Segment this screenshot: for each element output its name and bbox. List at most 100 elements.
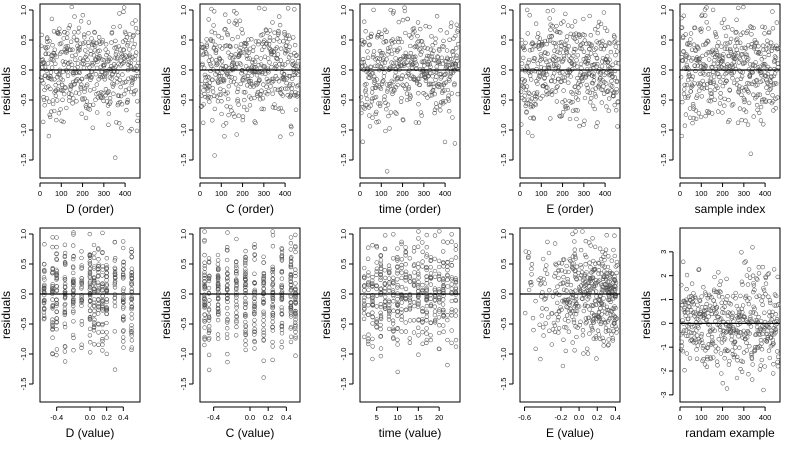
data-point: [100, 230, 105, 236]
data-point: [262, 44, 267, 49]
data-point: [575, 97, 581, 102]
data-point: [202, 317, 207, 322]
data-point: [395, 49, 400, 54]
data-point: [528, 73, 533, 78]
data-point: [382, 281, 387, 286]
data-point: [92, 251, 97, 256]
data-point: [758, 51, 763, 56]
data-point: [570, 67, 575, 72]
data-point: [695, 93, 700, 98]
data-point: [753, 311, 758, 316]
data-point: [581, 122, 586, 127]
y-axis-title: residuals: [639, 67, 653, 115]
data-point: [288, 307, 294, 312]
data-point: [578, 83, 583, 88]
data-point: [121, 329, 126, 334]
y-tick-label: 0.0: [339, 289, 348, 299]
data-point: [123, 31, 128, 36]
data-point: [367, 42, 372, 47]
data-point: [522, 93, 527, 98]
data-point: [750, 245, 755, 250]
data-point: [428, 265, 433, 270]
data-point: [580, 328, 586, 333]
data-point: [256, 42, 261, 47]
data-point: [387, 300, 392, 305]
data-point: [202, 239, 207, 244]
data-point: [556, 330, 561, 335]
data-point: [66, 25, 71, 31]
x-tick-label: 0.0: [85, 413, 95, 422]
data-point: [688, 89, 693, 94]
data-point: [452, 82, 457, 88]
data-point: [389, 60, 394, 65]
data-point: [249, 37, 254, 42]
data-point: [92, 322, 97, 327]
data-point: [758, 318, 764, 324]
data-point: [761, 47, 766, 52]
data-point: [215, 262, 221, 267]
data-point: [238, 51, 243, 56]
data-point: [270, 229, 275, 234]
data-point: [771, 341, 776, 346]
data-point: [54, 327, 59, 332]
data-point: [288, 339, 294, 345]
data-point: [216, 309, 221, 315]
x-tick-label: 300: [418, 189, 431, 198]
data-point: [424, 318, 429, 323]
data-point: [260, 96, 266, 101]
data-point: [413, 60, 418, 65]
data-point: [370, 302, 375, 307]
data-point: [420, 259, 425, 264]
data-point: [252, 339, 257, 345]
data-point: [565, 23, 571, 28]
data-point: [378, 263, 384, 268]
data-point: [203, 75, 208, 80]
x-tick-label: 200: [716, 413, 729, 422]
data-point: [71, 243, 76, 248]
data-point: [585, 67, 590, 72]
data-point: [424, 303, 430, 309]
data-point: [100, 329, 105, 335]
data-point: [562, 324, 567, 330]
data-point: [693, 116, 699, 122]
data-point: [199, 81, 204, 87]
data-point: [538, 58, 543, 63]
data-point: [72, 30, 77, 35]
data-point: [416, 318, 421, 323]
data-point: [54, 256, 59, 262]
data-point: [386, 113, 391, 119]
data-point: [736, 334, 741, 339]
data-point: [264, 42, 269, 47]
data-point: [736, 317, 741, 323]
data-point: [288, 282, 294, 287]
data-point: [289, 285, 294, 291]
data-point: [685, 77, 691, 83]
data-point: [206, 94, 211, 99]
data-point: [293, 244, 298, 249]
data-point: [44, 96, 49, 101]
data-point: [117, 121, 122, 126]
data-point: [436, 287, 442, 292]
data-point: [527, 13, 532, 18]
data-point: [243, 342, 248, 347]
data-point: [412, 262, 417, 267]
data-point: [108, 66, 113, 72]
data-point: [754, 320, 759, 325]
data-point: [86, 20, 92, 25]
data-point: [206, 302, 212, 307]
data-point: [775, 359, 780, 365]
data-point: [71, 256, 76, 262]
data-point: [421, 59, 427, 64]
data-point: [243, 248, 248, 254]
data-point: [707, 50, 712, 55]
data-point: [368, 34, 374, 39]
data-point: [224, 305, 230, 311]
data-point: [361, 311, 367, 316]
data-point: [767, 29, 772, 35]
data-point: [594, 313, 599, 318]
data-point: [412, 279, 417, 284]
data-point: [271, 49, 277, 54]
data-point: [91, 277, 97, 283]
data-point: [39, 78, 45, 83]
